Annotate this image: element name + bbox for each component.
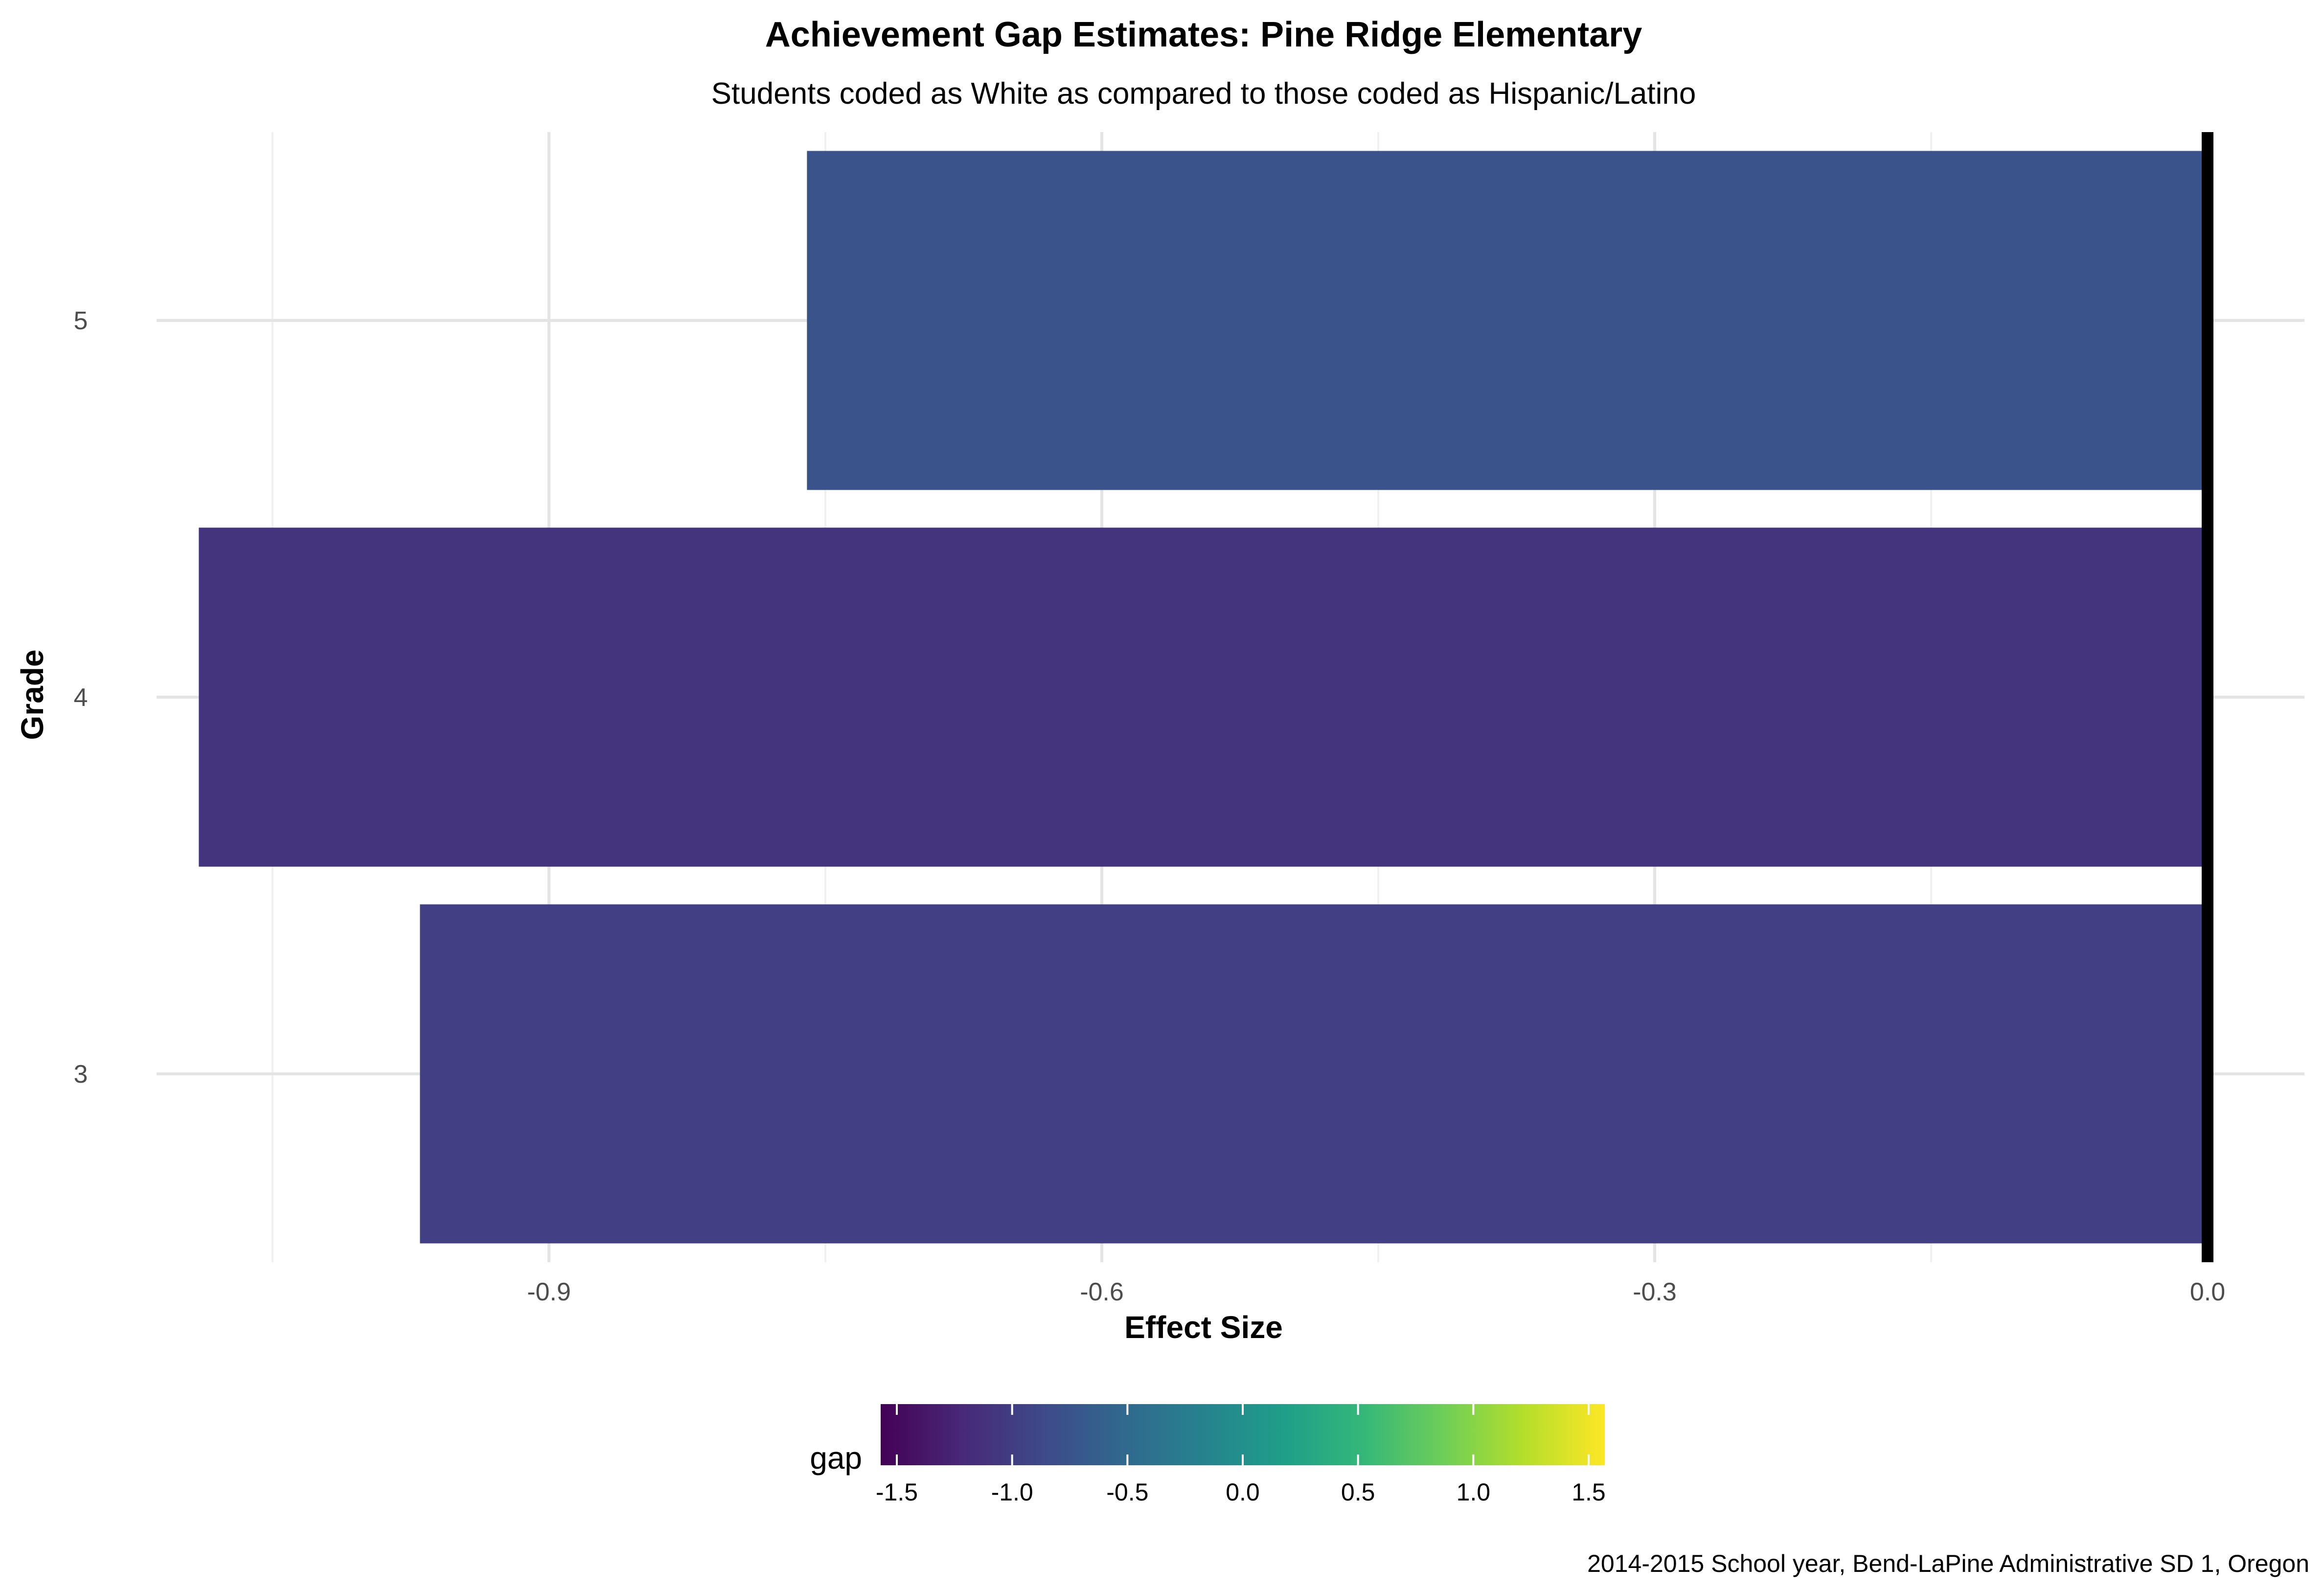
legend-tick-label: 1.5 [1572, 1478, 1606, 1506]
y-tick-label: 5 [74, 307, 88, 335]
legend-tick-label: -1.5 [876, 1478, 918, 1506]
x-tick-label: -0.9 [527, 1278, 571, 1306]
y-axis-title: Grade [15, 650, 50, 740]
x-tick-label: -0.6 [1080, 1278, 1124, 1306]
x-tick-label: -0.3 [1633, 1278, 1677, 1306]
x-tick-label: 0.0 [2190, 1278, 2225, 1306]
plot-area: -0.9 -0.6 -0.3 0.0 3 4 5 [74, 132, 2304, 1306]
bar-grade-5 [807, 151, 2208, 490]
legend-title: gap [810, 1440, 862, 1476]
legend-tick-label: 0.5 [1341, 1478, 1375, 1506]
legend-tick-label: -0.5 [1106, 1478, 1148, 1506]
y-tick-label: 4 [74, 683, 88, 712]
legend-tick-label: 1.0 [1457, 1478, 1491, 1506]
y-tick-label: 3 [74, 1060, 88, 1089]
chart-title: Achievement Gap Estimates: Pine Ridge El… [765, 15, 1642, 54]
chart-caption: 2014-2015 School year, Bend-LaPine Admin… [1587, 1550, 2309, 1577]
bar-grade-3 [420, 904, 2208, 1244]
x-axis-title: Effect Size [1124, 1310, 1283, 1345]
legend-tick-label: -1.0 [991, 1478, 1033, 1506]
color-legend: gap -1.5 -1.0 -0.5 0.0 0.5 1.0 1.5 [810, 1404, 1606, 1506]
chart-subtitle: Students coded as White as compared to t… [711, 77, 1696, 111]
bar-grade-4 [199, 527, 2208, 867]
legend-tick-label: 0.0 [1226, 1478, 1260, 1506]
